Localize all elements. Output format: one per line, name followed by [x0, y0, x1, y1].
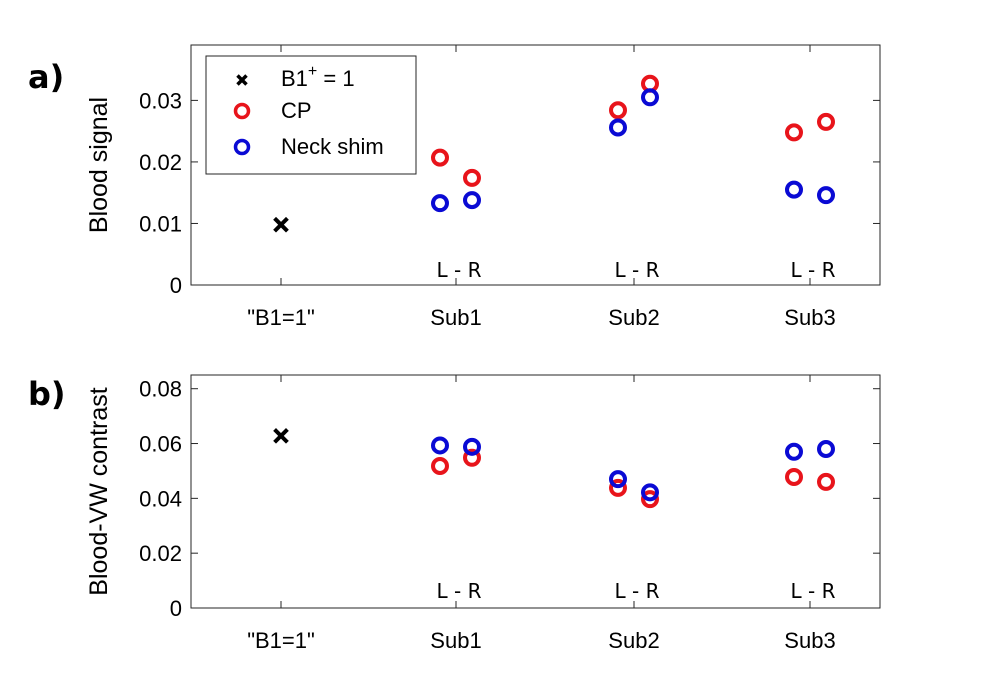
data-point-neck-shim	[785, 180, 803, 199]
data-point-cp	[785, 467, 803, 486]
y-tick-label: 0	[170, 273, 182, 298]
y-tick-label: 0	[170, 596, 182, 621]
data-point-neck-shim	[817, 440, 835, 459]
data-point-neck-shim	[641, 483, 659, 502]
data-point-cp	[431, 457, 449, 476]
panel-b: 0 0.02 0.04 0.06 0.08 "B1=1" Sub1 L - R Sub2 L - …	[28, 374, 881, 653]
y-tick-label: 0.06	[139, 432, 182, 457]
x-tick-label: "B1=1"	[247, 628, 315, 653]
lr-annotation: L - R	[437, 579, 482, 603]
panel-label: b)	[28, 375, 66, 413]
data-point-neck-shim	[431, 194, 449, 213]
legend-marker-circle	[233, 138, 251, 156]
y-tick-label: 0.01	[139, 211, 182, 236]
data-point-neck-shim	[431, 436, 449, 455]
axes-box	[190, 44, 881, 286]
data-point-cp	[463, 168, 481, 187]
y-tick-label: 0.04	[139, 486, 182, 511]
lr-annotation: L - R	[615, 258, 660, 282]
data-point-cp	[431, 148, 449, 167]
data-point-cp	[641, 490, 659, 509]
x-tick-label: Sub3	[784, 628, 835, 653]
y-tick-label: 0.08	[139, 377, 182, 402]
axes-box	[190, 374, 881, 609]
data-point-x	[273, 428, 289, 444]
data-point-x	[273, 216, 289, 233]
x-tick-label: Sub1	[430, 628, 481, 653]
y-axis-label: Blood-VW contrast	[85, 387, 113, 595]
y-tick-label: 0.02	[139, 541, 182, 566]
legend-marker-circle	[233, 102, 251, 120]
legend-entry-label: Neck shim	[281, 134, 384, 159]
x-tick-label: "B1=1"	[247, 305, 315, 330]
y-tick-label: 0.02	[139, 150, 182, 175]
lr-annotation: L - R	[437, 258, 482, 282]
data-point-cp	[785, 123, 803, 142]
x-tick-label: Sub2	[608, 305, 659, 330]
data-point-neck-shim	[641, 88, 659, 107]
panel-a: 0 0.01 0.02 0.03 "B1=1" Sub1 L - R Sub2 L - R Sub…	[28, 44, 881, 330]
data-point-cp	[609, 101, 627, 120]
data-point-cp	[817, 472, 835, 491]
x-tick-label: Sub1	[430, 305, 481, 330]
data-point-neck-shim	[817, 186, 835, 205]
x-tick-label: Sub3	[784, 305, 835, 330]
legend-entry-label: CP	[281, 98, 312, 123]
legend-marker-x	[236, 74, 248, 86]
data-point-neck-shim	[463, 437, 481, 456]
panel-label: a)	[28, 58, 64, 96]
y-tick-label: 0.03	[139, 88, 182, 113]
x-tick-label: Sub2	[608, 628, 659, 653]
y-axis-label: Blood signal	[85, 97, 113, 233]
data-point-cp	[609, 478, 627, 497]
data-point-cp	[463, 448, 481, 467]
data-point-neck-shim	[463, 191, 481, 210]
data-point-cp	[817, 112, 835, 131]
data-point-neck-shim	[785, 442, 803, 461]
data-point-neck-shim	[609, 118, 627, 137]
legend: B1+ = 1 CP Neck shim	[205, 55, 417, 175]
lr-annotation: L - R	[791, 579, 836, 603]
lr-annotation: L - R	[615, 579, 660, 603]
lr-annotation: L - R	[791, 258, 836, 282]
data-point-neck-shim	[609, 470, 627, 489]
legend-entry-label: B1+ = 1	[281, 63, 355, 91]
